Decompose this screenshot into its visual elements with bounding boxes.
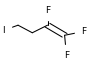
Text: I: I	[2, 26, 5, 35]
Text: F: F	[81, 27, 86, 36]
Text: F: F	[45, 6, 50, 15]
Text: F: F	[64, 51, 69, 60]
